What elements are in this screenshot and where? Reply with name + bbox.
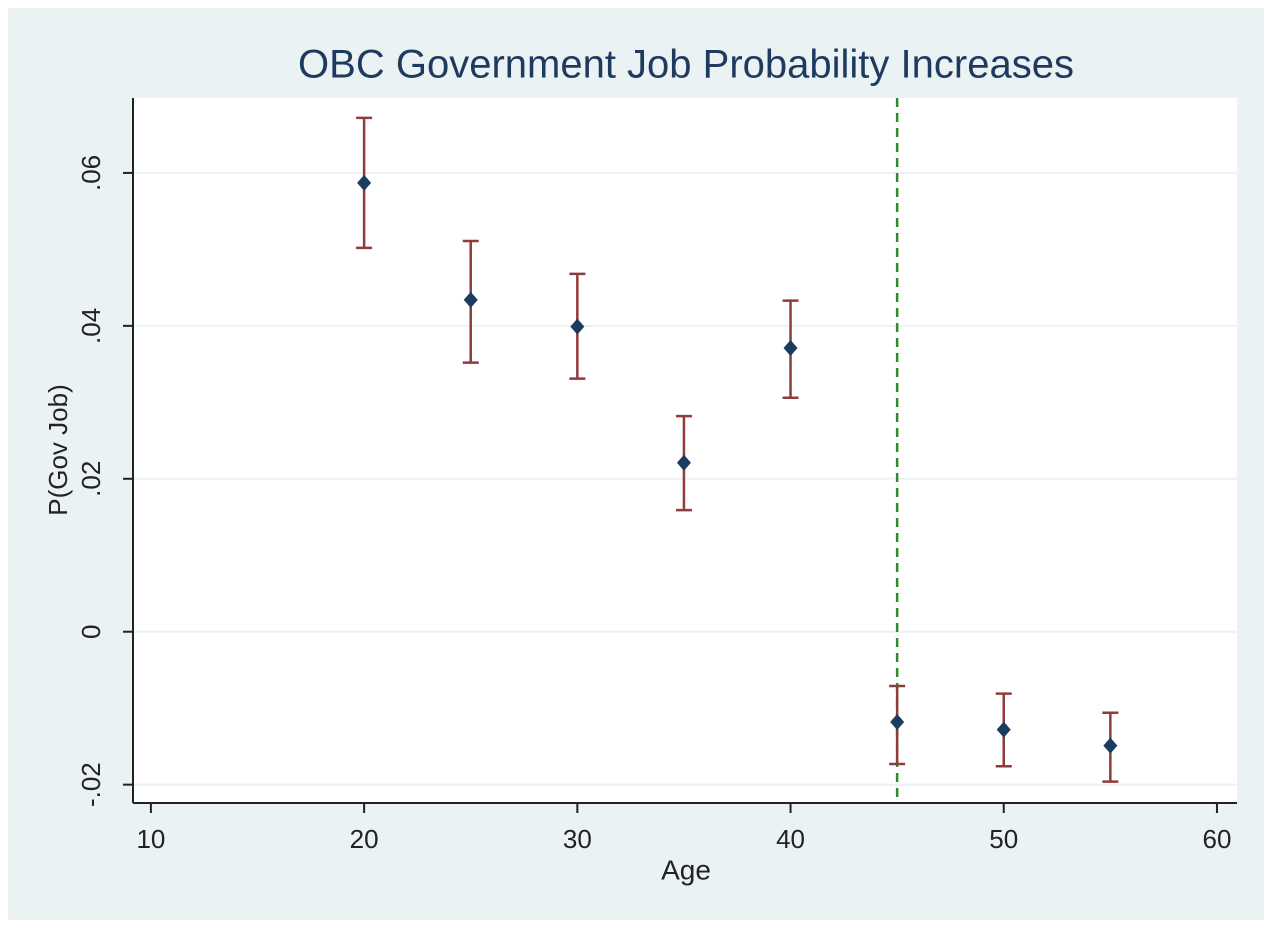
y-tick-label: 0 bbox=[76, 624, 106, 638]
point bbox=[676, 454, 691, 471]
x-axis-label: Age bbox=[661, 854, 711, 885]
x-tick-label: 40 bbox=[776, 824, 805, 854]
x-tick-label: 50 bbox=[989, 824, 1018, 854]
point bbox=[996, 721, 1011, 738]
point bbox=[463, 291, 478, 308]
point bbox=[1103, 737, 1118, 754]
x-tick-label: 30 bbox=[563, 824, 592, 854]
point bbox=[357, 174, 372, 191]
x-tick-label: 20 bbox=[350, 824, 379, 854]
chart-title: OBC Government Job Probability Increases bbox=[298, 43, 1074, 87]
y-tick-label: .04 bbox=[76, 308, 106, 344]
x-tick-label: 10 bbox=[136, 824, 165, 854]
point bbox=[890, 713, 905, 730]
y-axis-label: P(Gov Job) bbox=[43, 384, 73, 516]
y-tick-label: -.02 bbox=[76, 762, 106, 807]
point bbox=[570, 318, 585, 335]
x-tick-label: 60 bbox=[1202, 824, 1231, 854]
y-tick-label: .06 bbox=[76, 155, 106, 191]
point bbox=[783, 340, 798, 357]
y-tick-label: .02 bbox=[76, 461, 106, 497]
